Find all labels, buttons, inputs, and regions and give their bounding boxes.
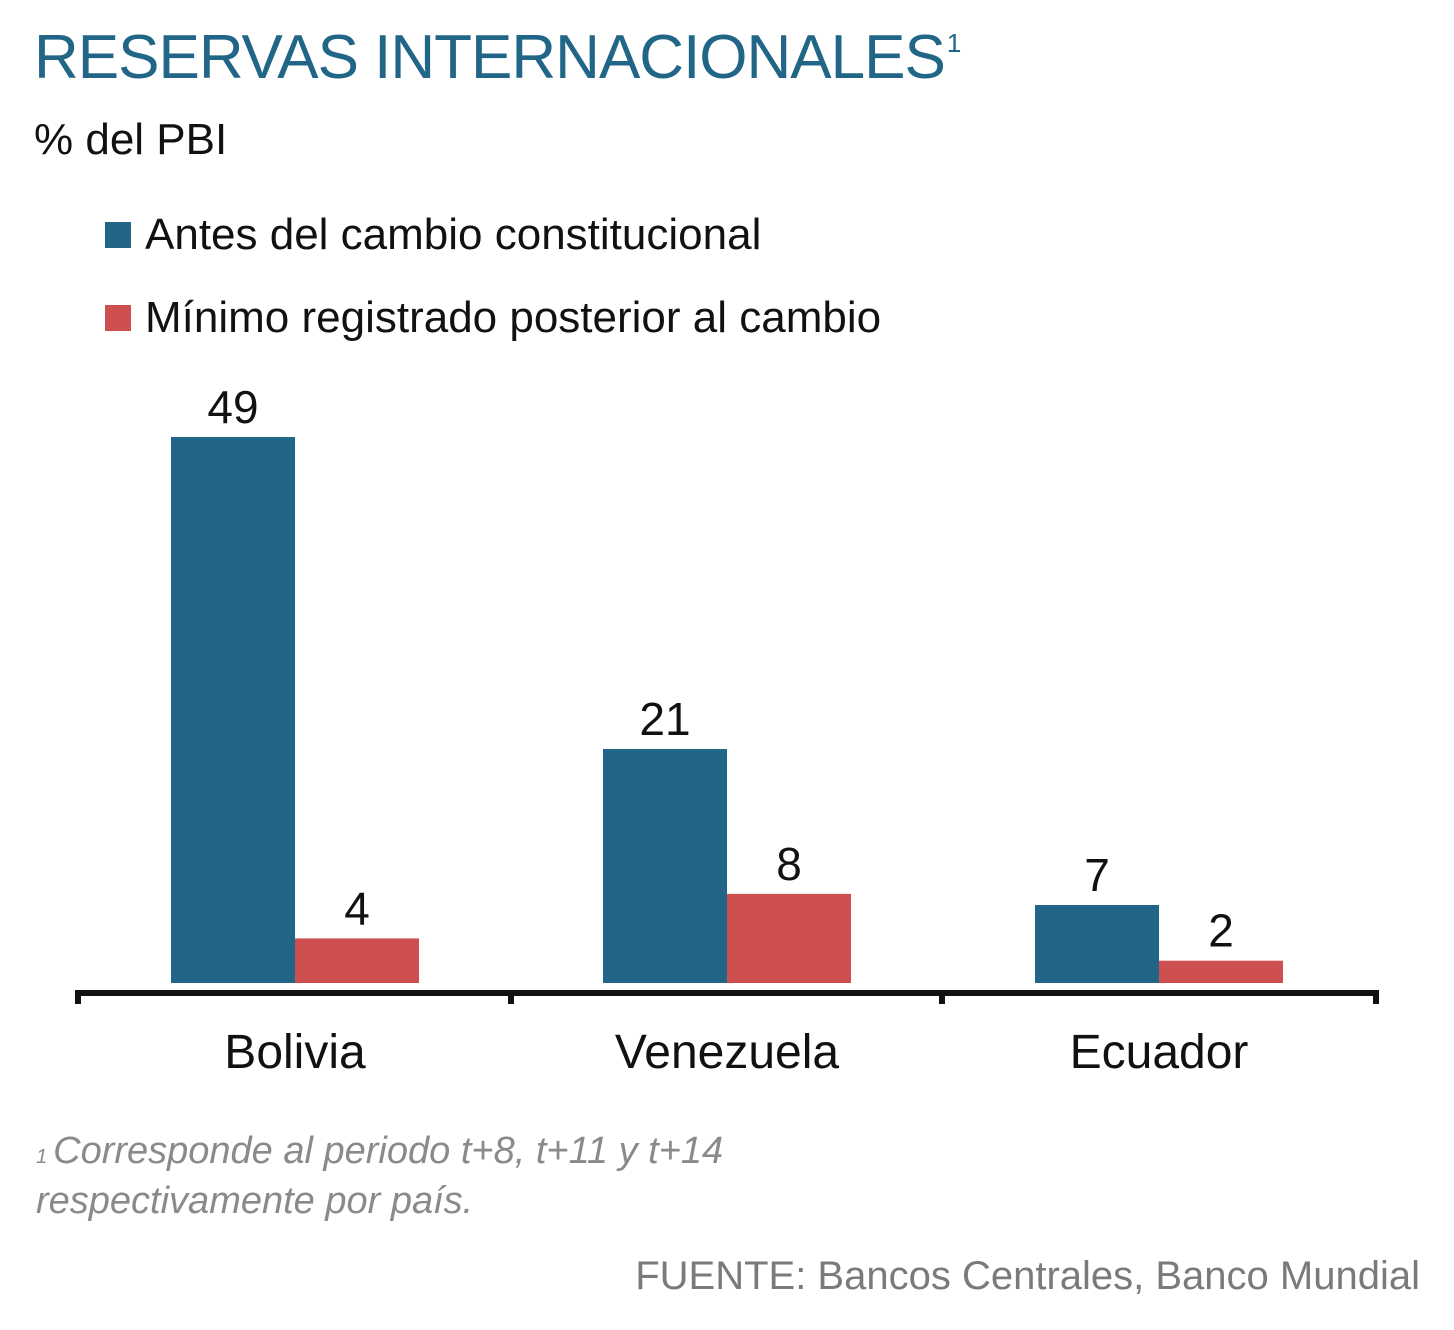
legend-item-minimo: Mínimo registrado posterior al cambio xyxy=(105,293,881,343)
title-footnote-marker: 1 xyxy=(946,28,962,58)
legend-label-antes: Antes del cambio constitucional xyxy=(145,210,762,259)
bar-chart: 49 4 Bolivia 21 8 Venezuela 7 2 Ecuador xyxy=(75,381,1379,1079)
data-label-ecuador-minimo: 2 xyxy=(1208,905,1234,957)
data-label-venezuela-antes: 21 xyxy=(639,693,690,745)
data-label-bolivia-antes: 49 xyxy=(207,381,258,433)
data-label-venezuela-minimo: 8 xyxy=(776,838,802,890)
source-note: FUENTE: Bancos Centrales, Banco Mundial xyxy=(635,1254,1420,1298)
footnote-line-2: respectivamente por país. xyxy=(36,1180,474,1222)
footnote-line-1: 1 Corresponde al periodo t+8, t+11 y t+14 xyxy=(36,1130,724,1172)
data-label-bolivia-minimo: 4 xyxy=(344,882,370,934)
chart-subtitle: % del PBI xyxy=(34,115,228,164)
legend-item-antes: Antes del cambio constitucional xyxy=(105,210,761,260)
footnote: 1 Corresponde al periodo t+8, t+11 y t+14… xyxy=(36,1126,723,1226)
bar-ecuador-antes xyxy=(1035,905,1159,983)
x-tick-label-venezuela: Venezuela xyxy=(615,1026,840,1079)
bar-ecuador-minimo xyxy=(1159,960,1283,983)
legend-label-minimo: Mínimo registrado posterior al cambio xyxy=(145,293,882,342)
bar-venezuela-antes xyxy=(603,749,727,983)
footnote-marker: 1 xyxy=(36,1146,48,1168)
bar-bolivia-minimo xyxy=(295,938,419,983)
chart-title: RESERVAS INTERNACIONALES1 xyxy=(34,23,962,92)
legend-swatch-minimo xyxy=(105,305,131,331)
bar-venezuela-minimo xyxy=(727,893,851,983)
legend-swatch-antes xyxy=(105,222,131,248)
x-tick-label-bolivia: Bolivia xyxy=(224,1026,366,1079)
data-label-ecuador-antes: 7 xyxy=(1084,849,1110,901)
x-tick-label-ecuador: Ecuador xyxy=(1070,1026,1249,1079)
bar-bolivia-antes xyxy=(171,437,295,983)
